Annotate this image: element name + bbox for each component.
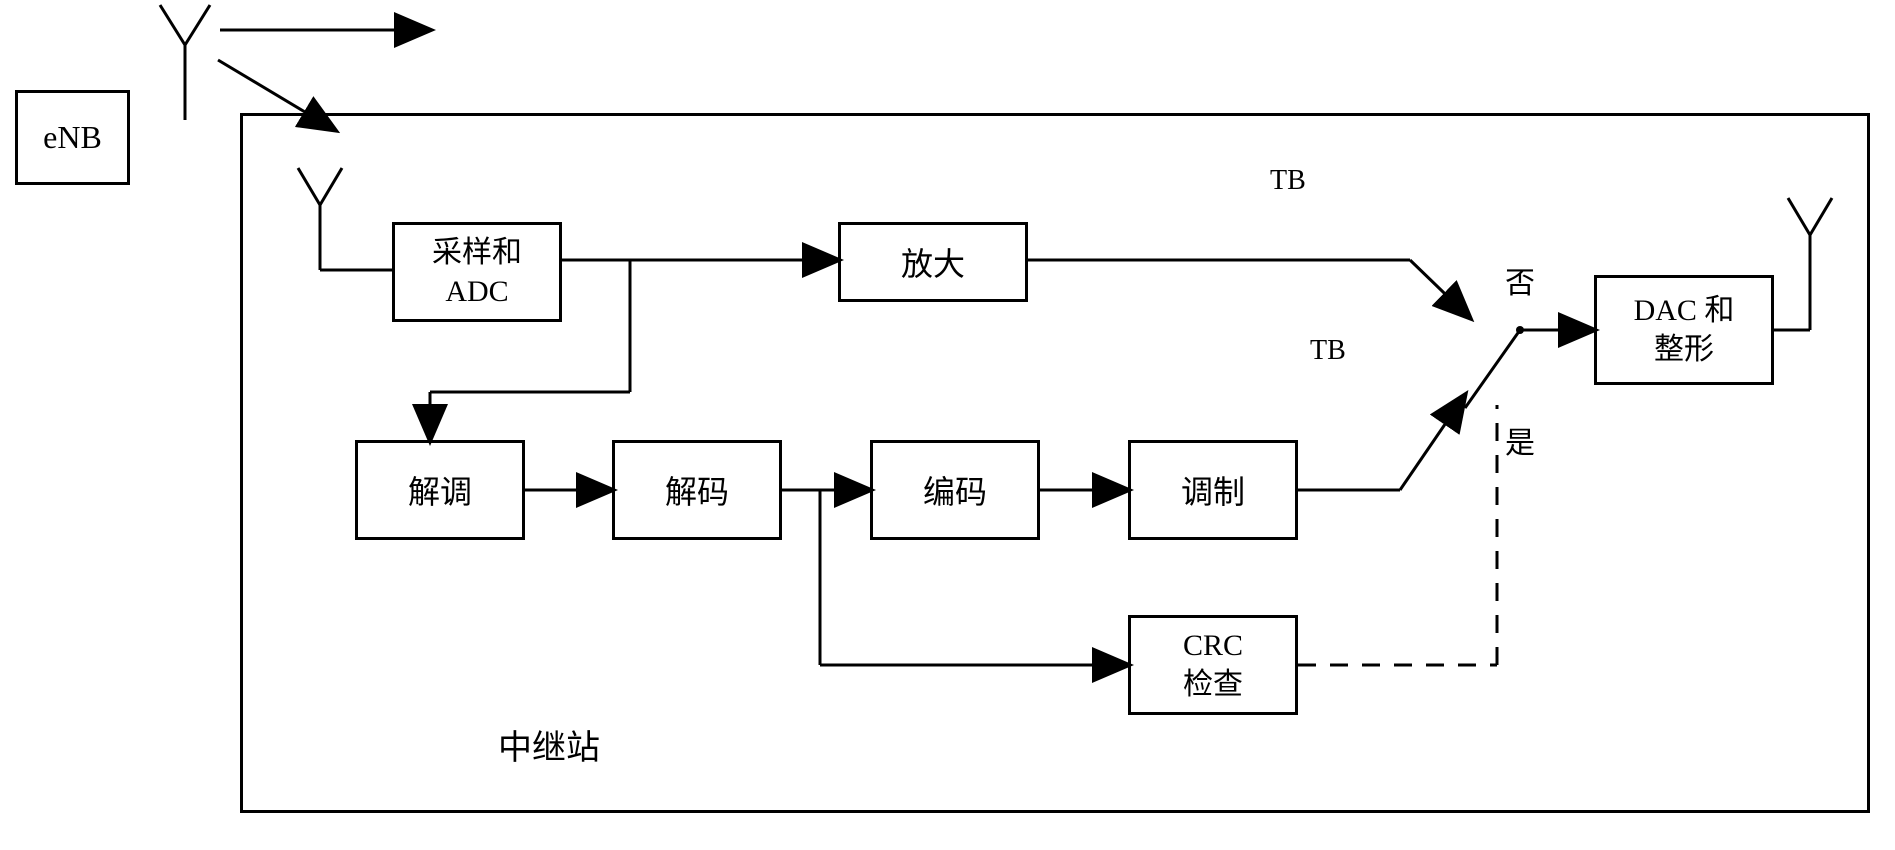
dac-label: DAC 和 整形 [1634,291,1735,369]
decode-box: 解码 [612,440,782,540]
crc-label: CRC 检查 [1183,626,1243,704]
enb-box: eNB [15,90,130,185]
encode-box: 编码 [870,440,1040,540]
switch-yes-label: 是 [1505,418,1535,462]
crc-box: CRC 检查 [1128,615,1298,715]
adc-label: 采样和 ADC [432,233,522,311]
dac-box: DAC 和 整形 [1594,275,1774,385]
adc-box: 采样和 ADC [392,222,562,322]
modulate-box: 调制 [1128,440,1298,540]
enb-antenna-icon [160,5,210,120]
demod-box: 解调 [355,440,525,540]
decode-label: 解码 [665,467,729,513]
amplifier-box: 放大 [838,222,1028,302]
switch-no-label: 否 [1505,258,1535,302]
amplifier-label: 放大 [901,239,965,285]
tb-lower-label: TB [1310,335,1346,367]
enb-label: eNB [43,119,102,156]
demod-label: 解调 [408,467,472,513]
encode-label: 编码 [923,467,987,513]
relay-station-label: 中继站 [498,720,600,769]
tb-upper-label: TB [1270,165,1306,197]
modulate-label: 调制 [1181,467,1245,513]
